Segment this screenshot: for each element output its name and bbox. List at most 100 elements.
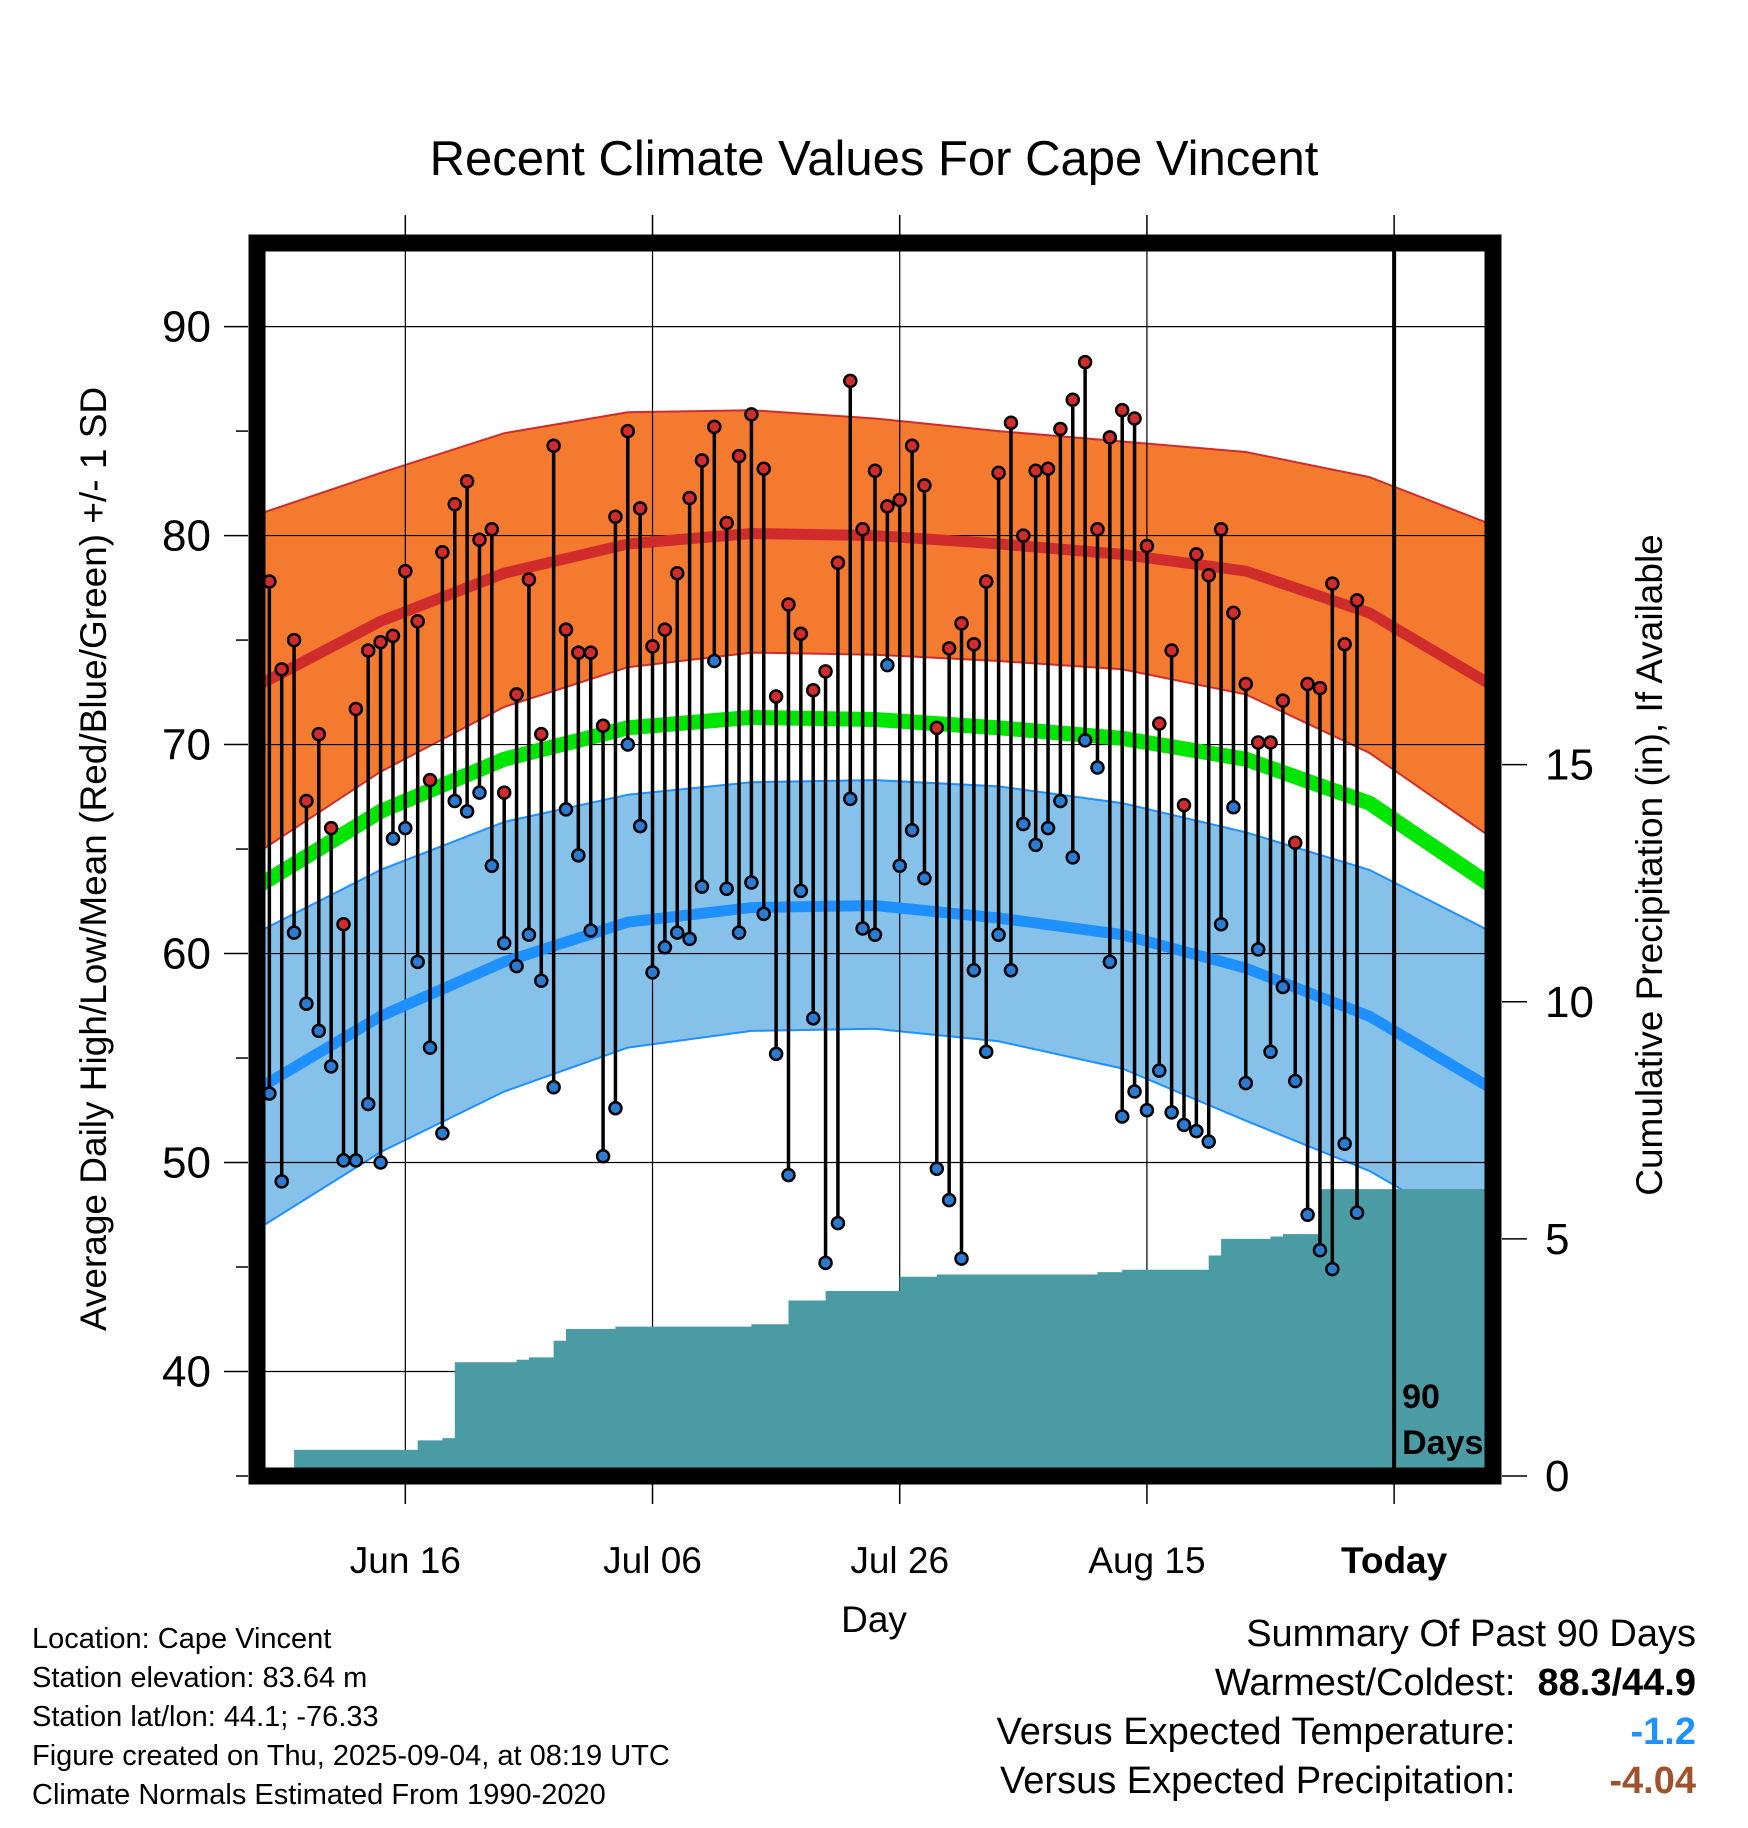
- low-point: [867, 927, 883, 942]
- low-point: [435, 1126, 450, 1141]
- created-line: Figure created on Thu, 2025-09-04, at 08…: [32, 1740, 670, 1772]
- high-point: [1189, 547, 1204, 562]
- chart-title: Recent Climate Values For Cape Vincent: [430, 132, 1319, 186]
- y2-tick-label: 5: [1545, 1215, 1569, 1264]
- high-point: [731, 448, 747, 464]
- high-point: [867, 463, 883, 479]
- low-point: [534, 973, 549, 988]
- high-point: [509, 687, 524, 702]
- temperature-value: -1.2: [1630, 1711, 1696, 1753]
- high-point: [805, 682, 821, 698]
- summary-panel: Summary Of Past 90 Days Warmest/Coldest:…: [997, 1610, 1696, 1806]
- high-point: [645, 639, 660, 654]
- low-point: [1189, 1123, 1204, 1139]
- low-point: [323, 1059, 339, 1074]
- high-point: [336, 917, 351, 932]
- low-point: [645, 965, 660, 980]
- high-point: [534, 726, 549, 742]
- low-point: [1114, 1109, 1130, 1124]
- low-point: [978, 1044, 994, 1060]
- low-point: [1003, 963, 1019, 978]
- y-tick-label: 70: [162, 721, 211, 770]
- plot-frame: [248, 234, 1502, 1485]
- summary-warmest-coldest: Warmest/Coldest: 88.3/44.9: [997, 1659, 1696, 1708]
- normals-line: Climate Normals Estimated From 1990-2020: [32, 1779, 606, 1811]
- y2-tick-label: 10: [1545, 978, 1594, 1027]
- low-point: [830, 1215, 846, 1231]
- high-point: [781, 597, 796, 612]
- high-point: [521, 572, 537, 587]
- high-point: [830, 555, 846, 570]
- high-point: [880, 499, 895, 514]
- high-point: [1287, 835, 1303, 851]
- low-point: [1275, 979, 1291, 995]
- high-point: [1300, 676, 1315, 692]
- high-point: [286, 632, 302, 648]
- plot-inner: [257, 243, 1493, 1476]
- low-point: [793, 883, 809, 899]
- high-point: [1325, 576, 1340, 591]
- high-point: [991, 465, 1006, 481]
- high-point: [793, 626, 809, 642]
- high-point: [1238, 676, 1254, 692]
- y2-tick-label: 0: [1545, 1452, 1569, 1501]
- low-point: [966, 963, 982, 978]
- precipitation-area: [257, 1189, 1493, 1476]
- high-point: [1152, 716, 1167, 731]
- low-point: [1065, 850, 1081, 865]
- summary-temperature: Versus Expected Temperature: -1.2: [997, 1708, 1696, 1757]
- high-point: [1040, 461, 1056, 476]
- high-point: [904, 438, 920, 453]
- low-point: [756, 906, 772, 922]
- low-point: [707, 653, 722, 669]
- low-point: [1077, 733, 1093, 748]
- station-info: Location: Cape Vincent Station elevation…: [32, 1620, 670, 1815]
- low-point: [1016, 816, 1031, 832]
- high-point: [843, 373, 858, 389]
- low-point: [843, 791, 858, 807]
- low-point: [892, 858, 907, 874]
- location-line: Location: Cape Vincent: [32, 1623, 332, 1655]
- low-point: [669, 925, 685, 940]
- plot-area: 90 Days Jun 16 Jul 06 Jul 26 Aug 15 Today Day 40…: [73, 215, 1670, 1640]
- low-point: [373, 1155, 388, 1170]
- high-point: [1226, 605, 1241, 621]
- low-point: [657, 940, 673, 955]
- low-point: [274, 1174, 289, 1189]
- high-point: [1139, 538, 1155, 554]
- y-tick-label: 40: [162, 1348, 211, 1397]
- temperature-label: Versus Expected Temperature:: [996, 1711, 1516, 1753]
- high-point: [1077, 354, 1093, 370]
- low-point: [880, 657, 895, 673]
- high-point: [978, 574, 994, 589]
- low-point: [509, 958, 524, 974]
- low-point: [1349, 1205, 1365, 1220]
- low-point: [1090, 760, 1105, 775]
- high-point: [719, 515, 734, 531]
- x-tick-label: Today: [1341, 1540, 1448, 1581]
- high-point: [1102, 430, 1118, 445]
- high-point: [435, 545, 450, 560]
- x-tick-label: Aug 15: [1088, 1540, 1205, 1581]
- high-point: [620, 423, 636, 439]
- low-point: [1300, 1207, 1315, 1223]
- low-point: [1201, 1134, 1216, 1149]
- high-point: [682, 490, 697, 506]
- y2-axis-label: Cumulative Precipitation (in), If Availa…: [1629, 534, 1670, 1196]
- x-tick-label: Jul 26: [850, 1540, 949, 1581]
- high-point: [892, 492, 907, 508]
- low-point: [1238, 1075, 1254, 1091]
- low-point: [311, 1023, 327, 1039]
- warmest-coldest-label: Warmest/Coldest:: [1214, 1662, 1516, 1704]
- low-point: [546, 1080, 561, 1095]
- low-point: [805, 1011, 821, 1026]
- low-point: [855, 921, 870, 936]
- low-point: [286, 925, 302, 940]
- precipitation-label: Versus Expected Precipitation:: [1000, 1760, 1516, 1802]
- low-point: [1213, 917, 1229, 932]
- high-point: [1028, 463, 1043, 479]
- low-point: [1325, 1261, 1340, 1277]
- high-point: [1201, 568, 1216, 583]
- low-point: [917, 871, 932, 886]
